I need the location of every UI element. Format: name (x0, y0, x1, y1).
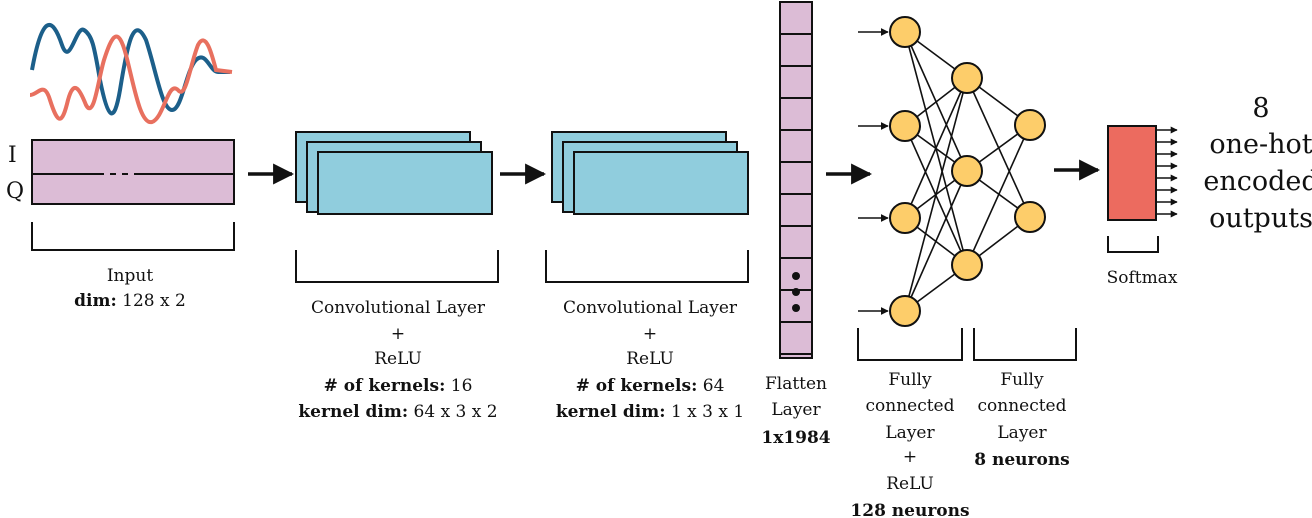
flatten-ellipsis-dot (792, 304, 800, 312)
conv2-plus: + (643, 324, 657, 344)
flatten-ellipsis-dot (792, 288, 800, 296)
conv2-kernels: # of kernels: 64 (576, 376, 725, 396)
fc-connection (966, 124, 1031, 266)
conv1-kernels: # of kernels: 16 (324, 376, 473, 396)
q-signal-wave (29, 34, 233, 124)
input-tensor (31, 139, 235, 205)
fc-network (858, 16, 1046, 327)
conv1-block: Convolutional Layer + ReLU # of kernels:… (295, 131, 499, 422)
iq-waveform (29, 23, 233, 124)
fc2-label-3: Layer (997, 423, 1047, 443)
conv1-title: Convolutional Layer (311, 298, 486, 318)
input-title: Input (107, 266, 153, 286)
conv1-bracket (295, 250, 499, 283)
fc2-caption: Fully connected Layer 8 neurons (973, 328, 1077, 470)
conv1-activation: ReLU (374, 349, 422, 369)
fc1-label-3: Layer (885, 423, 935, 443)
fc-neuron (889, 110, 921, 142)
outputs-label-3: encoded (1203, 166, 1312, 197)
flatten-label-1: Flatten (765, 374, 827, 394)
conv1-feature-map-3 (317, 151, 493, 215)
fc2-bracket (973, 328, 1077, 361)
conv2-kernel-dim: kernel dim: 1 x 3 x 1 (556, 402, 744, 422)
conv2-title: Convolutional Layer (563, 298, 738, 318)
softmax-label: Softmax (1107, 268, 1178, 288)
fc-input-arrows (858, 28, 889, 315)
fc1-label-1: Fully (888, 370, 932, 390)
input-block: I Q Input dim: 128 x 2 (6, 139, 235, 311)
fc-neuron (1014, 109, 1046, 141)
fc-neurons (889, 16, 1046, 327)
fc-neuron (889, 202, 921, 234)
fc-connection (904, 77, 968, 312)
softmax-bracket (1107, 236, 1159, 253)
fc-neuron (889, 16, 921, 48)
softmax-block: Softmax (1107, 125, 1178, 288)
input-q-label: Q (6, 179, 24, 204)
fc1-caption: Fully connected Layer + ReLU 128 neurons (850, 328, 970, 518)
conv2-activation: ReLU (626, 349, 674, 369)
fc1-neurons: 128 neurons (850, 501, 969, 518)
fc2-neurons: 8 neurons (974, 450, 1070, 470)
flatten-cell-dividers (780, 33, 812, 355)
flatten-dim: 1x1984 (761, 428, 830, 448)
outputs-caption: 8 one-hot encoded outputs (1203, 93, 1312, 234)
outputs-label-1: 8 (1252, 93, 1269, 124)
outputs-label-2: one-hot (1209, 129, 1312, 160)
input-i-label: I (8, 143, 17, 168)
input-bracket (31, 222, 235, 251)
conv1-plus: + (391, 324, 405, 344)
fc1-activation: ReLU (886, 474, 934, 494)
input-dim: dim: 128 x 2 (74, 291, 186, 311)
fc2-label-2: connected (977, 396, 1066, 416)
conv1-kernel-dim: kernel dim: 64 x 3 x 2 (298, 402, 497, 422)
softmax-box (1107, 125, 1157, 221)
fc-neuron (951, 62, 983, 94)
fc-neuron (1014, 201, 1046, 233)
conv2-feature-map-3 (573, 151, 749, 215)
flatten-label-2: Layer (771, 400, 821, 420)
outputs-label-4: outputs (1209, 203, 1312, 234)
flatten-ellipsis-dot (792, 272, 800, 280)
fc1-plus: + (903, 447, 917, 467)
conv2-block: Convolutional Layer + ReLU # of kernels:… (545, 131, 749, 422)
fc2-label-1: Fully (1000, 370, 1044, 390)
flatten-vector (779, 1, 813, 359)
fc1-label-2: connected (865, 396, 954, 416)
fc1-bracket (857, 328, 963, 361)
conv2-bracket (545, 250, 749, 283)
fc-neuron (889, 295, 921, 327)
softmax-output-arrows (1157, 126, 1178, 218)
fc-neuron (951, 249, 983, 281)
fc-neuron (951, 155, 983, 187)
fc-connection (904, 77, 968, 219)
flatten-block: Flatten Layer 1x1984 (761, 1, 831, 448)
fc-connection (904, 170, 968, 312)
